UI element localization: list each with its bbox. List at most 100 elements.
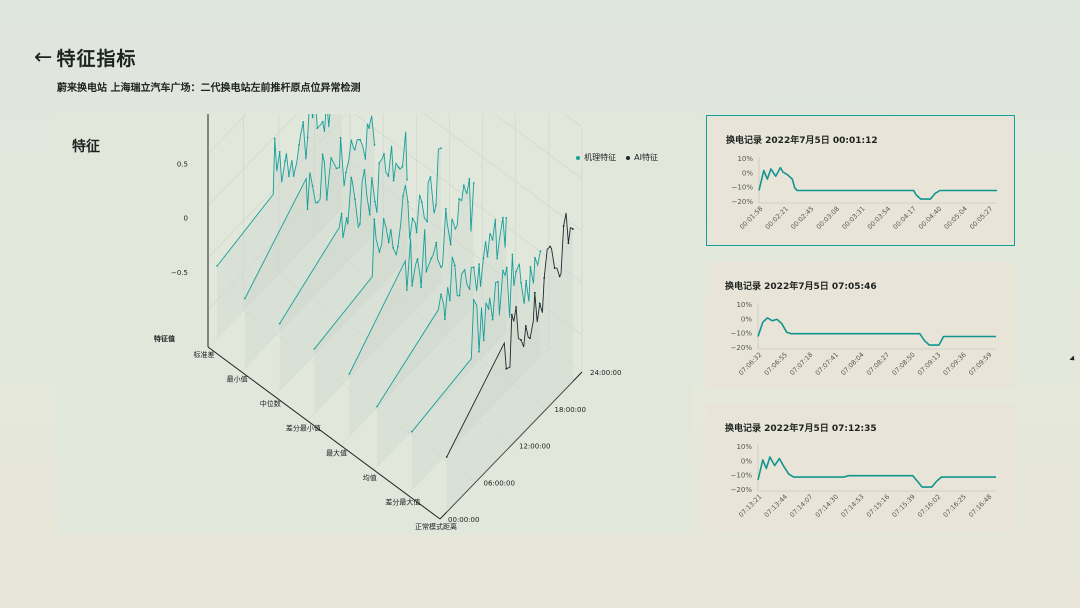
category-tick-label: 差分最小值 [286, 424, 321, 433]
data-point [354, 198, 356, 201]
data-point [497, 280, 499, 283]
data-point [402, 195, 404, 198]
x-tick-label: 00:04:40 [917, 205, 943, 231]
data-point [363, 168, 366, 171]
data-point [468, 288, 471, 290]
data-point [216, 265, 219, 267]
data-point [306, 208, 309, 211]
legend-item-ai[interactable]: AI特征 [626, 152, 658, 163]
series-line [758, 166, 997, 200]
data-point [278, 151, 281, 153]
data-point [510, 313, 513, 316]
data-point [313, 347, 316, 350]
time-tick-label: 18:00:00 [555, 406, 586, 414]
grid-line [349, 199, 583, 373]
data-point [420, 286, 422, 289]
data-point [515, 270, 517, 273]
feature-chart-title: 特征 [72, 139, 100, 155]
data-point [520, 282, 522, 284]
feature-chart-card: 标准差 最小值 中位数 差分最小值 最大值 均值 差分最大值 正常模式距离 00:00:00 06… [56, 114, 692, 534]
value-tick-label: −0.5 [171, 269, 188, 277]
data-point [311, 116, 314, 119]
data-point [374, 200, 376, 203]
series-line [446, 212, 574, 458]
data-point [525, 279, 528, 282]
y-tick-label: 10% [736, 301, 752, 309]
category-tick-label: 中位数 [260, 399, 281, 408]
data-point [478, 263, 480, 266]
data-point [378, 250, 381, 253]
legend-label: AI特征 [634, 153, 658, 162]
data-point [406, 178, 409, 181]
x-tick-label: 07:16:25 [942, 493, 968, 519]
data-point [511, 253, 514, 256]
page-title: 特征指标 [56, 48, 137, 70]
grid-line [207, 114, 298, 206]
data-point [316, 127, 319, 130]
time-tick-label: 00:00:00 [448, 516, 479, 524]
x-tick-label: 07:13:44 [763, 493, 789, 519]
swap-record-card[interactable]: 10% 0% −10% −20% 00:01:58 00:02:21 00:02:45 00:… [706, 115, 1015, 246]
data-point [316, 201, 319, 204]
swap-record-label: 换电记录 [725, 424, 762, 434]
swap-record-time: 00:01:12 [832, 136, 878, 146]
category-tick-label: 最大值 [326, 448, 347, 457]
category-tick-label: 最小值 [227, 375, 248, 384]
data-point [562, 225, 565, 227]
data-point [482, 339, 485, 342]
data-point [373, 144, 376, 146]
value-tick-label: 0.5 [177, 160, 188, 168]
data-point [487, 308, 490, 310]
legend-item-mechanism[interactable]: 机理特征 [576, 152, 616, 163]
series-line [411, 251, 541, 433]
data-point [430, 257, 433, 260]
swap-record-date: 2022年7月5日 [764, 282, 829, 292]
data-point [359, 138, 361, 141]
data-point [364, 157, 367, 160]
x-tick-label: 00:03:54 [866, 205, 892, 231]
data-point [482, 257, 485, 260]
data-point [410, 430, 413, 433]
data-point [502, 269, 504, 272]
data-point [520, 339, 522, 341]
chart-legend: 机理特征 AI特征 [576, 152, 658, 163]
x-tick-label: 07:15:16 [865, 493, 891, 519]
grid-line [243, 310, 476, 483]
data-point [529, 337, 531, 340]
legend-dot-icon [576, 155, 581, 160]
swap-record-time: 07:12:35 [831, 424, 877, 434]
series-shadow [377, 217, 507, 467]
y-tick-label: −20% [731, 486, 753, 494]
data-point [306, 136, 309, 139]
grid-line [424, 114, 583, 232]
swap-record-card[interactable]: 10% 0% −10% −20% 07:06:32 07:06:55 07:07:18 07:… [706, 262, 1015, 388]
grid-line [207, 114, 348, 258]
x-tick-label: 07:14:07 [788, 493, 814, 519]
grid-line [494, 114, 583, 180]
category-tick-label: 均值 [363, 473, 377, 482]
data-point [411, 217, 414, 220]
data-point [505, 266, 508, 269]
data-point [468, 178, 471, 180]
mouse-cursor-icon [1069, 355, 1077, 363]
swap-record-card[interactable]: 10% 0% −10% −20% 07:13:21 07:13:44 07:14:07 07:… [706, 404, 1015, 532]
x-tick-label: 07:15:39 [890, 493, 916, 519]
arrow-left-icon[interactable]: ← [34, 44, 53, 70]
data-point [463, 269, 466, 271]
data-point [321, 120, 324, 123]
data-point [302, 121, 305, 123]
y-tick-label: −20% [731, 344, 753, 352]
x-tick-label: 00:05:27 [968, 205, 994, 231]
series-shadow [244, 115, 375, 368]
legend-dot-icon [626, 155, 631, 160]
y-tick-label: −10% [732, 184, 754, 192]
grid-line [564, 114, 583, 128]
y-tick-label: 10% [737, 155, 753, 163]
time-axis-line [439, 371, 583, 520]
swap-record-time: 07:05:46 [831, 282, 877, 292]
data-point [406, 289, 408, 291]
series-shadow [279, 131, 408, 391]
data-point [321, 153, 324, 156]
y-tick-label: 0% [741, 315, 752, 323]
